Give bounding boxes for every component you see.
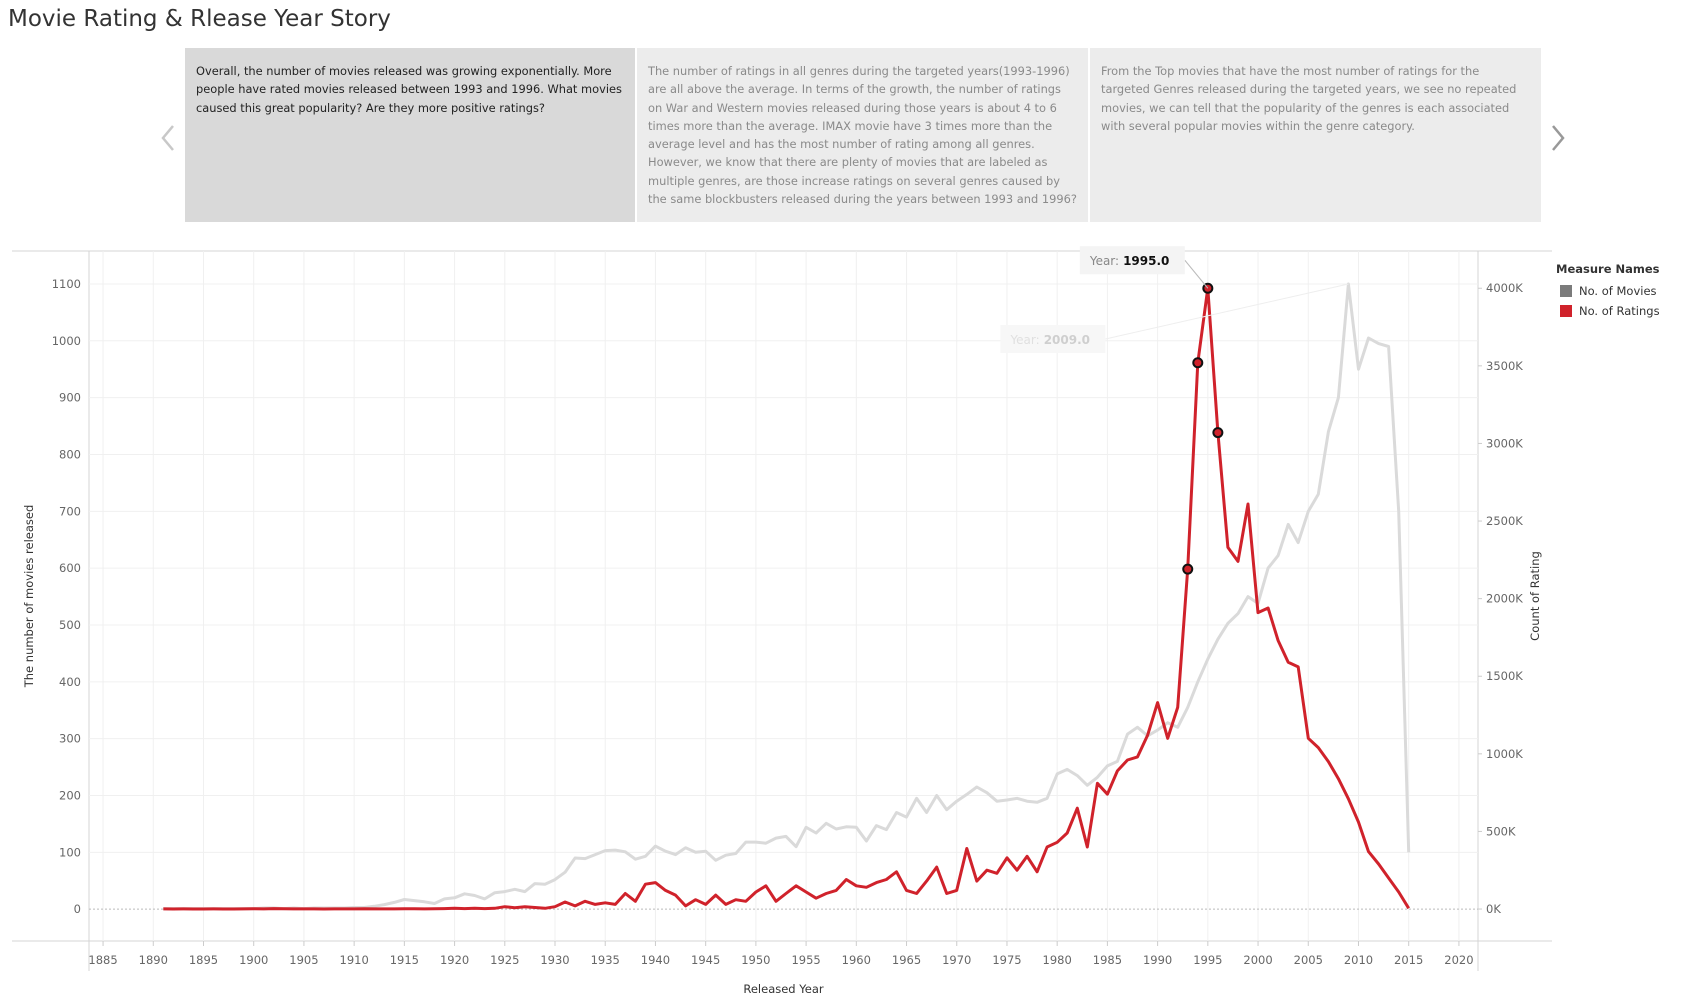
x-tick-label: 1995 <box>1193 953 1222 967</box>
legend-label: No. of Movies <box>1579 284 1657 298</box>
y-tick-label: 500 <box>59 618 81 632</box>
y-tick-label: 1000 <box>52 334 81 348</box>
y-tick-label: 100 <box>59 845 81 859</box>
x-tick-label: 1980 <box>1043 953 1072 967</box>
x-tick-label: 1900 <box>239 953 268 967</box>
x-tick-label: 2015 <box>1394 953 1423 967</box>
y-tick-label: 1100 <box>52 277 81 291</box>
y2-tick-label: 1000K <box>1486 747 1523 761</box>
x-tick-label: 1890 <box>139 953 168 967</box>
annotation-connector <box>1105 283 1349 340</box>
x-tick-label: 2000 <box>1243 953 1272 967</box>
x-tick-label: 2005 <box>1294 953 1323 967</box>
story-point[interactable]: The number of ratings in all genres duri… <box>637 48 1088 222</box>
story-title: Movie Rating & Rlease Year Story <box>8 6 391 32</box>
previous-arrow[interactable] <box>155 120 179 156</box>
x-tick-label: 2010 <box>1344 953 1373 967</box>
next-arrow[interactable] <box>1547 120 1571 156</box>
y2-tick-label: 2000K <box>1486 592 1523 606</box>
x-axis-title: Released Year <box>743 982 824 996</box>
x-tick-label: 1985 <box>1093 953 1122 967</box>
x-tick-label: 1925 <box>490 953 519 967</box>
y2-tick-label: 4000K <box>1486 281 1523 295</box>
x-tick-label: 1990 <box>1143 953 1172 967</box>
highlight-point <box>1212 427 1224 439</box>
y-axis-title: The number of movies released <box>22 505 36 689</box>
series-line <box>163 286 1410 911</box>
annotation-prefix: Year: <box>1089 254 1119 268</box>
annotation: Year: 1995.0 <box>1089 254 1170 268</box>
x-tick-label: 1955 <box>791 953 820 967</box>
highlight-point <box>1182 563 1194 575</box>
x-tick-label: 1935 <box>591 953 620 967</box>
annotation-connector <box>1184 259 1209 289</box>
x-tick-label: 1940 <box>641 953 670 967</box>
x-tick-label: 1885 <box>88 953 117 967</box>
y-tick-label: 0 <box>74 902 81 916</box>
y2-tick-label: 1500K <box>1486 669 1523 683</box>
x-tick-label: 1965 <box>892 953 921 967</box>
annotation-box <box>1079 246 1185 275</box>
y2-tick-label: 3500K <box>1486 359 1523 373</box>
y2-tick-label: 0K <box>1486 902 1501 916</box>
y2-tick-label: 3000K <box>1486 436 1523 450</box>
legend-swatch <box>1560 285 1572 297</box>
x-tick-label: 1970 <box>942 953 971 967</box>
annotation-prefix: Year: <box>1009 333 1039 347</box>
x-tick-label: 1915 <box>390 953 419 967</box>
x-tick-label: 1945 <box>691 953 720 967</box>
y-tick-label: 600 <box>59 561 81 575</box>
x-tick-label: 1930 <box>540 953 569 967</box>
y-tick-label: 200 <box>59 788 81 802</box>
series-line <box>163 282 1411 911</box>
x-tick-label: 1895 <box>189 953 218 967</box>
annotation: Year: 2009.0 <box>1009 333 1090 347</box>
x-tick-label: 1910 <box>340 953 369 967</box>
x-tick-label: 1920 <box>440 953 469 967</box>
story-point[interactable]: Overall, the number of movies released w… <box>185 48 635 222</box>
legend-title: Measure Names <box>1556 262 1660 276</box>
legend-swatch <box>1560 305 1572 317</box>
y-tick-label: 700 <box>59 504 81 518</box>
y-tick-label: 400 <box>59 675 81 689</box>
x-tick-label: 1975 <box>992 953 1021 967</box>
x-tick-label: 1905 <box>289 953 318 967</box>
y2-tick-label: 500K <box>1486 824 1516 838</box>
x-tick-label: 1950 <box>741 953 770 967</box>
x-tick-label: 1960 <box>842 953 871 967</box>
annotation-value: 2009.0 <box>1044 333 1090 347</box>
x-tick-label: 2020 <box>1444 953 1473 967</box>
story-point[interactable]: From the Top movies that have the most n… <box>1090 48 1541 222</box>
legend-label: No. of Ratings <box>1579 304 1660 318</box>
y2-tick-label: 2500K <box>1486 514 1523 528</box>
y2-axis-title: Count of Rating <box>1528 551 1542 641</box>
y-tick-label: 900 <box>59 391 81 405</box>
annotation-value: 1995.0 <box>1123 254 1169 268</box>
y-tick-label: 300 <box>59 732 81 746</box>
highlight-point <box>1192 357 1204 369</box>
annotation-box <box>1000 324 1106 353</box>
y-tick-label: 800 <box>59 447 81 461</box>
